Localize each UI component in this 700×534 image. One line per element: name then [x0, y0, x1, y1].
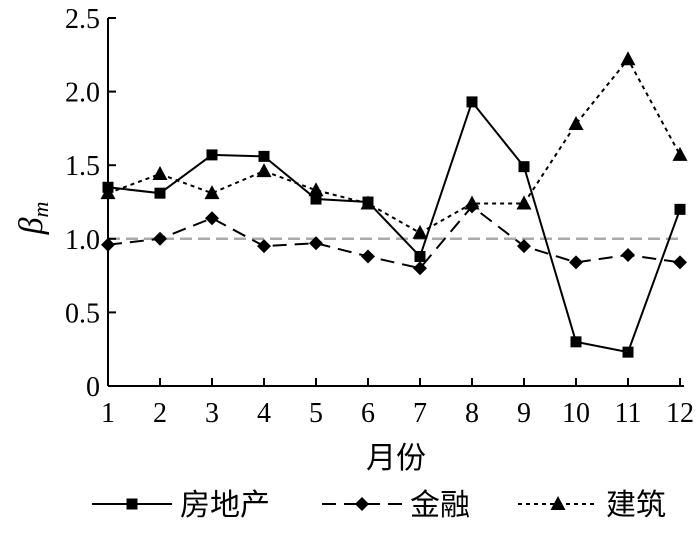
y-axis-title: βm	[13, 202, 53, 236]
data-point	[412, 224, 428, 239]
data-point	[154, 187, 166, 199]
data-point	[310, 193, 322, 205]
data-point	[258, 150, 270, 162]
series-layer	[100, 51, 688, 358]
series-3	[100, 51, 688, 239]
data-point	[256, 163, 272, 178]
data-point	[360, 195, 376, 210]
series-line	[107, 99, 681, 354]
x-tick-label: 2	[153, 398, 167, 429]
x-axis-title: 月份	[366, 441, 426, 476]
data-point	[570, 336, 582, 348]
x-tick-label: 12	[666, 398, 694, 429]
data-point	[204, 185, 220, 200]
data-point	[257, 239, 271, 254]
y-tick-label: 2.0	[65, 78, 100, 109]
data-point	[673, 255, 687, 270]
y-axis-title-main: β	[13, 217, 50, 235]
data-point	[622, 346, 634, 358]
data-point	[205, 211, 219, 226]
legend: 房地产 金融 建筑	[92, 488, 666, 523]
legend-marker	[355, 497, 369, 511]
series-line	[107, 205, 681, 270]
data-point	[674, 203, 686, 215]
x-tick-label: 5	[309, 398, 323, 429]
data-point	[568, 115, 584, 130]
y-tick-label: 2.5	[65, 4, 100, 35]
series-line	[107, 57, 681, 235]
x-tick-label: 7	[413, 398, 427, 429]
y-tick-label: 1.5	[65, 151, 100, 182]
data-point	[569, 255, 583, 270]
data-point	[308, 182, 324, 197]
x-ticks: 1 2 3 4 5 6 7 8 9 10 11 12	[101, 378, 694, 429]
data-point	[152, 166, 168, 181]
data-point	[466, 96, 478, 108]
data-point	[518, 161, 530, 173]
data-point	[413, 261, 427, 276]
data-point	[153, 231, 167, 246]
series-1	[102, 96, 686, 358]
legend-label: 建筑	[606, 488, 666, 523]
y-tick-label: 1.0	[65, 225, 100, 256]
data-point	[361, 249, 375, 264]
x-tick-label: 8	[465, 398, 479, 429]
data-point	[621, 247, 635, 262]
x-tick-label: 11	[615, 398, 642, 429]
data-point	[414, 250, 426, 262]
data-point	[516, 195, 532, 210]
x-tick-label: 10	[562, 398, 590, 429]
y-axis-title-sub: m	[28, 202, 53, 218]
x-tick-label: 6	[361, 398, 375, 429]
data-point	[101, 237, 115, 252]
data-point	[100, 185, 116, 200]
data-point	[206, 149, 218, 161]
data-point	[620, 51, 636, 66]
x-tick-label: 4	[257, 398, 271, 429]
legend-label: 房地产	[180, 488, 270, 523]
x-tick-label: 3	[205, 398, 219, 429]
x-tick-label: 1	[101, 398, 115, 429]
data-point	[464, 195, 480, 210]
series-2	[101, 199, 687, 276]
y-tick-label: 0.5	[65, 298, 100, 329]
data-point	[309, 236, 323, 251]
y-ticks: 0 0.5 1.0 1.5 2.0 2.5	[65, 4, 116, 403]
data-point	[672, 146, 688, 161]
legend-label: 金融	[410, 488, 470, 523]
data-point	[517, 239, 531, 254]
x-tick-label: 9	[517, 398, 531, 429]
y-tick-label: 0	[86, 372, 100, 403]
axes	[107, 18, 684, 387]
legend-marker	[126, 498, 138, 510]
legend-marker	[550, 496, 566, 510]
